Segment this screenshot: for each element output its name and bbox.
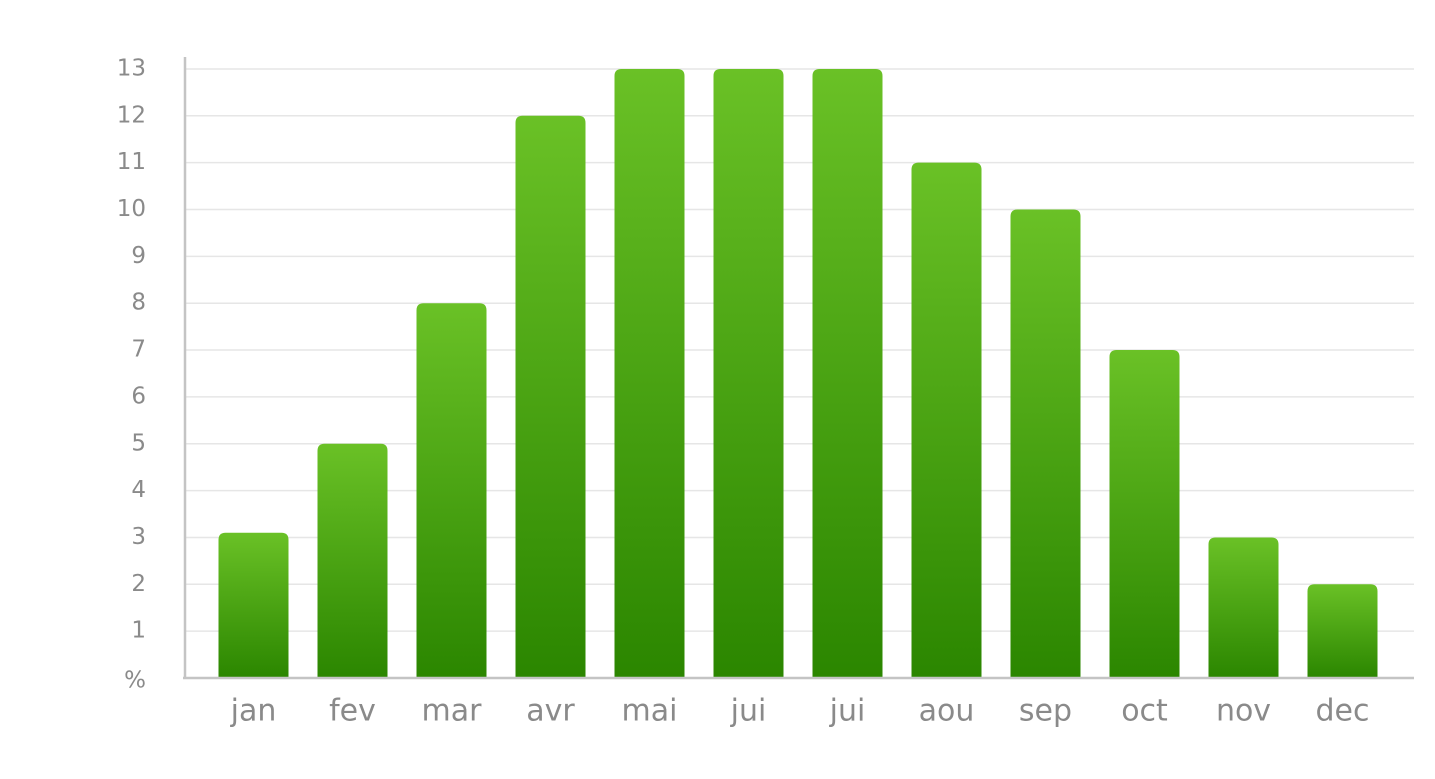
gridlines [185,68,1414,632]
x-tick-label: avr [526,694,575,729]
y-tick-label: 9 [131,243,146,269]
bar-jan [218,532,289,678]
axes [183,57,1414,680]
y-tick-label: 6 [131,383,146,409]
x-tick-label: sep [1019,694,1072,729]
y-tick-label: 4 [131,477,146,503]
x-tick-label: mar [422,694,483,729]
x-tick-labels: jan fev mar avr mai jui jui aou sep oct nov dec [230,694,1370,729]
y-tick-label: 13 [117,55,146,81]
bars [218,68,1378,679]
bar-fev [317,443,388,678]
x-tick-label: jan [230,694,277,729]
bar-aou [911,162,982,678]
bar-mai [614,68,685,678]
y-tick-label: 1 [131,618,146,644]
x-tick-label: fev [329,694,376,729]
y-tick-label: 10 [117,196,146,222]
bar-nov [1208,537,1279,678]
x-tick-label: jui [829,694,866,729]
y-tick-label: 11 [117,149,146,175]
x-tick-label: aou [919,694,975,729]
x-tick-label: nov [1216,694,1271,729]
y-tick-label: 7 [131,337,146,363]
bar-jui [812,68,883,678]
y-tick-label: 8 [131,290,146,316]
bar-jui [713,68,784,678]
x-tick-label: jui [730,694,767,729]
y-tick-label: 2 [131,571,146,597]
bar-oct [1109,350,1180,678]
y-tick-label: 3 [131,524,146,550]
y-tick-label: 12 [117,102,146,128]
x-tick-label: oct [1121,694,1168,729]
bar-mar [416,303,487,678]
x-tick-label: mai [622,694,678,729]
x-tick-label: dec [1316,694,1370,729]
bar-dec [1307,584,1378,678]
bar-avr [515,115,586,679]
bar-sep [1010,209,1081,678]
y-tick-label: 5 [131,430,146,456]
y-axis-unit-label: % [124,668,146,694]
